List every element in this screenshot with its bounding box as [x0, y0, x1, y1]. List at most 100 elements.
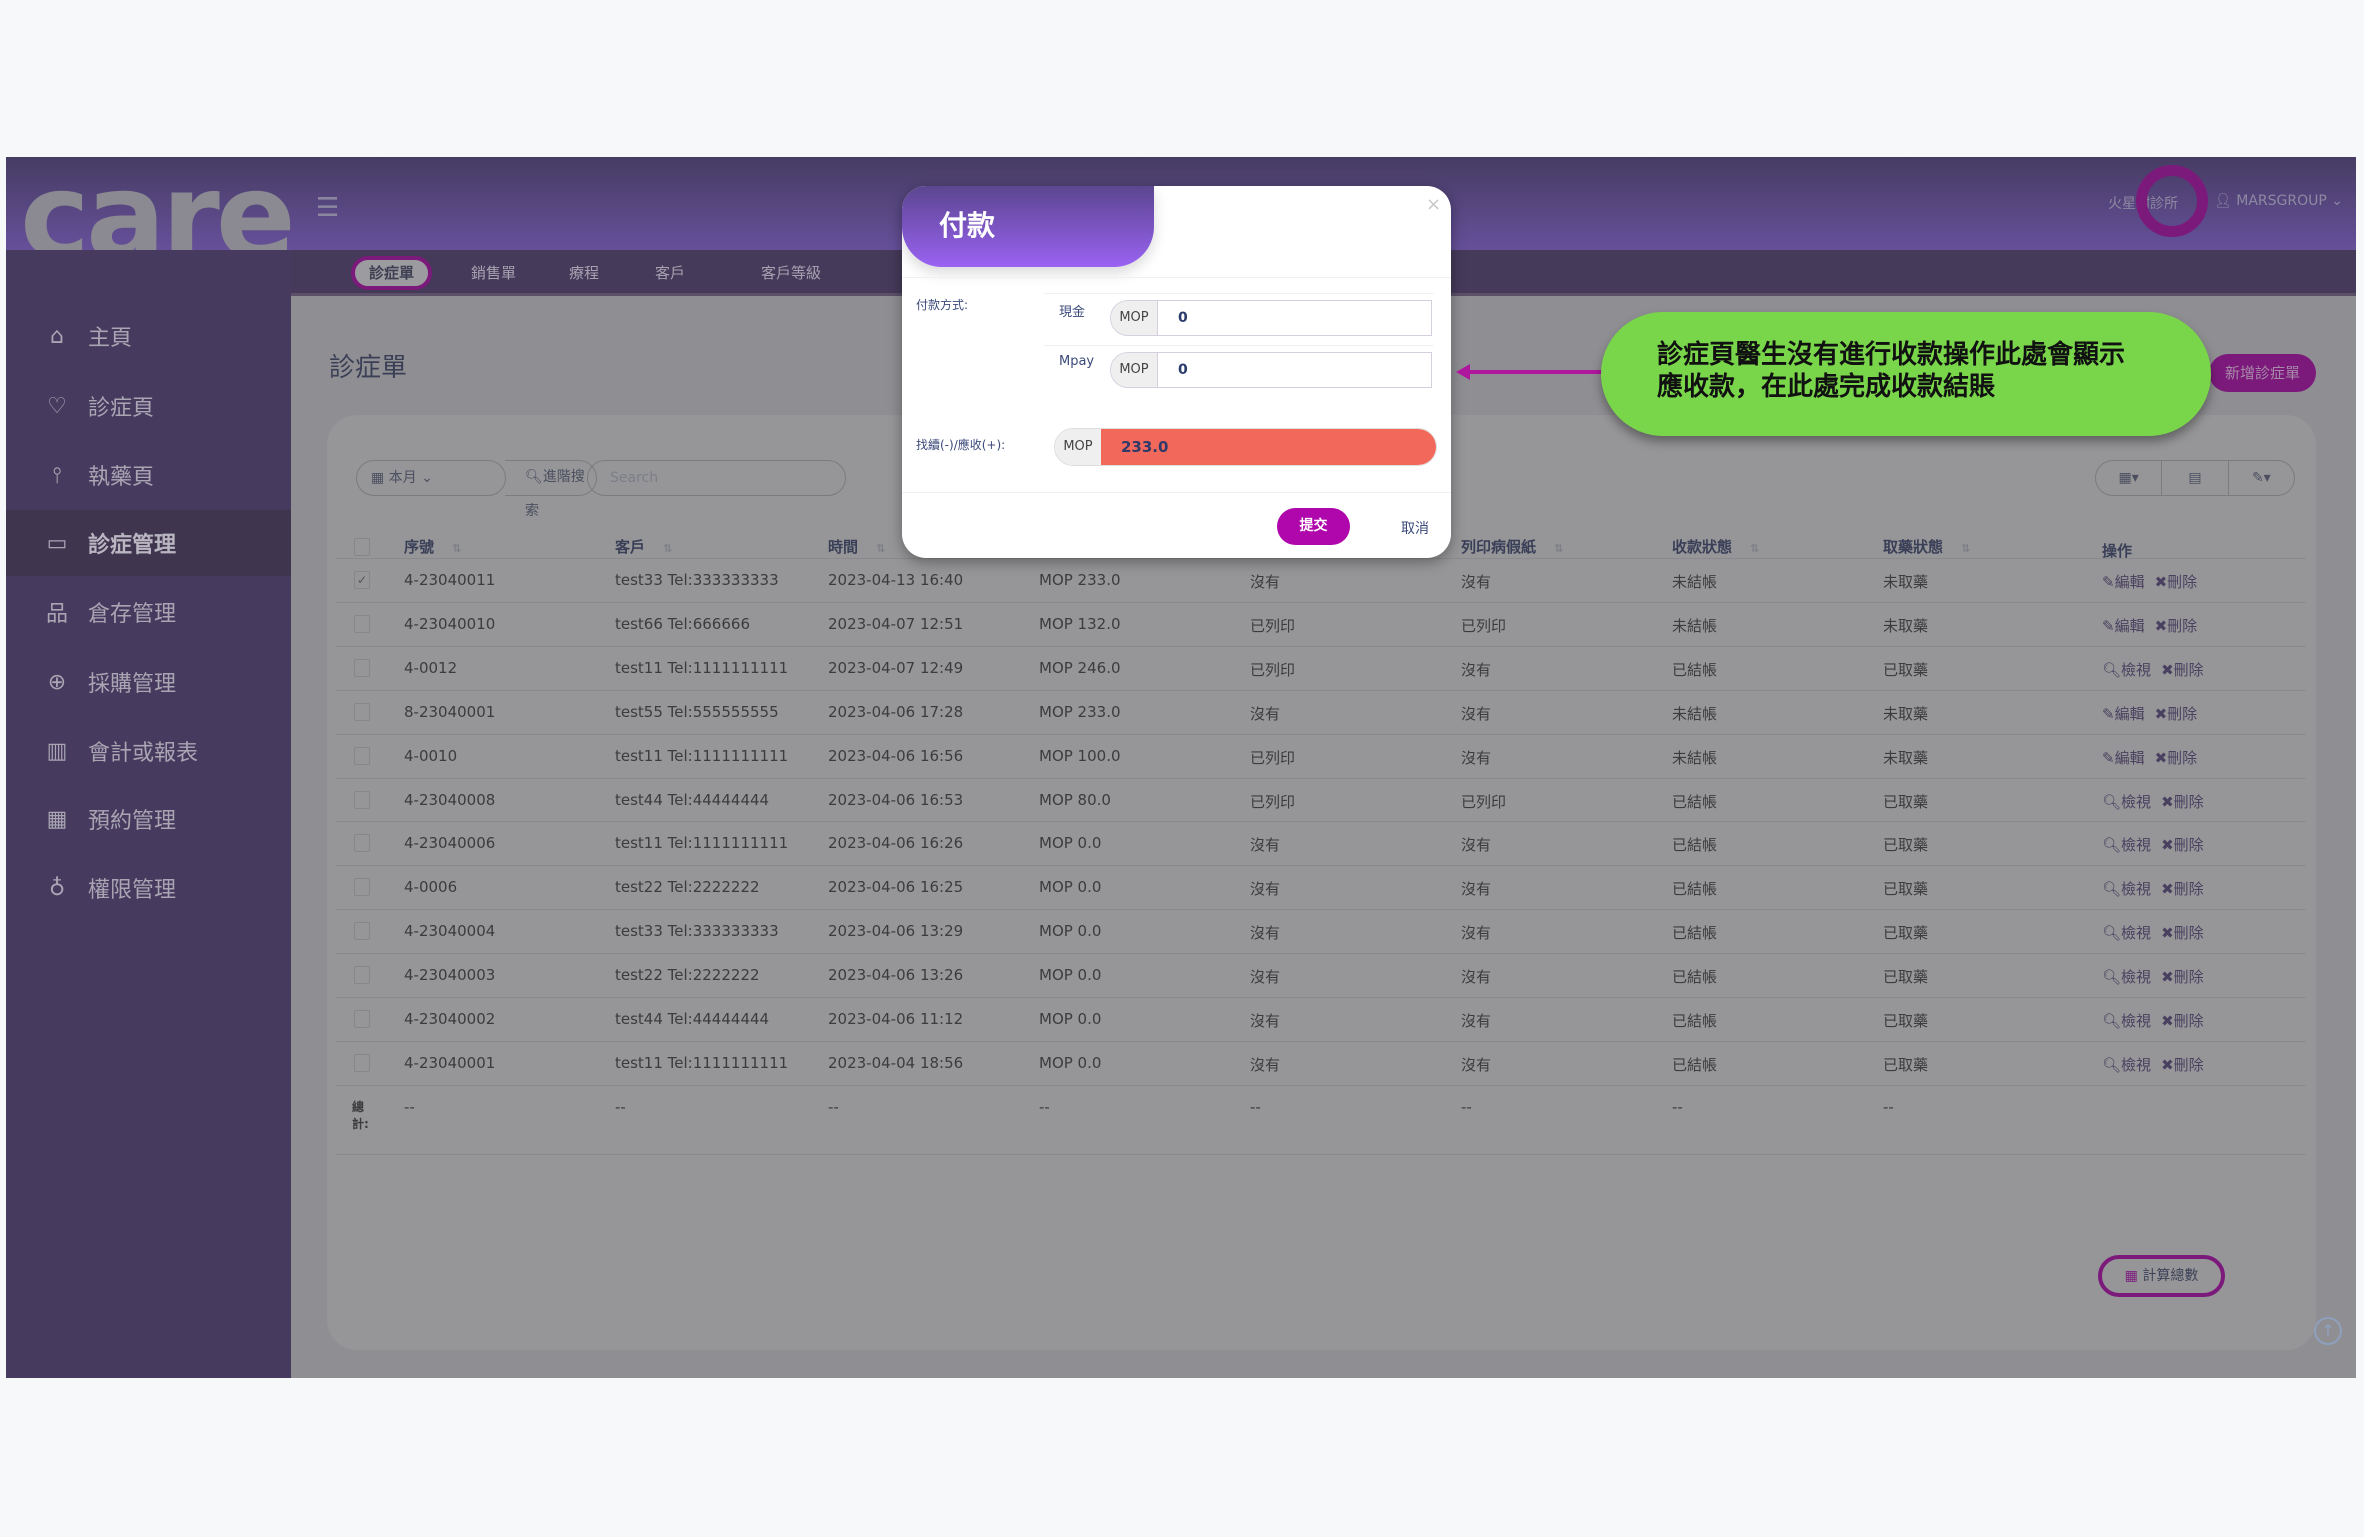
sidebar-item[interactable]: ▦ 預約管理: [6, 786, 291, 852]
edit-button[interactable]: ✎編輯: [2102, 617, 2145, 635]
sidebar-item[interactable]: ⫯ 執藥頁: [6, 442, 291, 508]
row-checkbox[interactable]: [354, 1053, 370, 1072]
sidebar-item[interactable]: ▭ 診症管理: [6, 510, 291, 576]
edit-button[interactable]: ✎編輯: [2102, 705, 2145, 723]
row-checkbox[interactable]: [354, 1010, 370, 1028]
column-header[interactable]: 收款狀態 ⇅: [1672, 536, 1759, 557]
cell-customer: test44 Tel:44444444: [615, 1010, 770, 1028]
select-all-checkbox[interactable]: [354, 538, 370, 556]
view-button[interactable]: 🔍︎檢視: [2102, 836, 2151, 854]
columns-grid-icon[interactable]: ▦▾: [2096, 461, 2163, 495]
sort-icon[interactable]: ⇅: [1961, 542, 1971, 555]
hamburger-menu-icon[interactable]: ☰: [316, 193, 340, 223]
scroll-top-icon[interactable]: ↑: [2314, 1317, 2342, 1345]
tab-item[interactable]: 客戶等級: [761, 264, 822, 282]
table-row: 4-23040003 test22 Tel:2222222 2023-04-06 1…: [336, 953, 2306, 997]
sort-icon[interactable]: ⇅: [1750, 542, 1760, 555]
balance-label: 找續(-)/應收(+):: [916, 438, 1006, 452]
table-row: 4-0010 test11 Tel:1111111111 2023-04-06 16…: [336, 733, 2306, 778]
row-checkbox[interactable]: [354, 878, 370, 897]
sort-icon[interactable]: ⇅: [1554, 542, 1564, 555]
delete-button[interactable]: ✖刪除: [2155, 573, 2198, 591]
delete-button[interactable]: ✖刪除: [2155, 749, 2198, 767]
cell-payment: 未結帳: [1672, 573, 1718, 591]
delete-button[interactable]: ✖刪除: [2161, 793, 2204, 811]
tab-item[interactable]: 銷售單: [471, 264, 517, 282]
row-actions: 🔍︎檢視 ✖刪除: [2102, 966, 2204, 987]
sidebar-item-label: 會計或報表: [88, 741, 199, 766]
cancel-button[interactable]: 取消: [1401, 521, 1429, 537]
delete-button[interactable]: ✖刪除: [2161, 1012, 2204, 1030]
row-checkbox[interactable]: [354, 702, 370, 721]
sort-icon[interactable]: ⇅: [452, 542, 462, 555]
new-record-button[interactable]: 新增診症單: [2209, 354, 2316, 392]
delete-button[interactable]: ✖刪除: [2161, 661, 2204, 679]
export-list-icon[interactable]: ▤: [2162, 461, 2229, 495]
mpay-input[interactable]: MOP 0: [1110, 352, 1432, 388]
sort-icon[interactable]: ⇅: [663, 542, 673, 555]
row-checkbox[interactable]: [354, 790, 370, 809]
sidebar-item[interactable]: 品倉存管理: [6, 579, 291, 645]
cell-customer: test33 Tel:333333333: [615, 571, 779, 589]
delete-button[interactable]: ✖刪除: [2161, 1056, 2204, 1074]
search-input[interactable]: Search: [587, 460, 846, 496]
user-menu[interactable]: 👤︎ MARSGROUP ⌄: [2214, 193, 2343, 209]
period-filter[interactable]: ▦ 本月 ⌄: [356, 460, 506, 496]
cell-id: 4-23040002: [404, 1010, 496, 1028]
cash-input[interactable]: MOP 0: [1110, 300, 1432, 336]
sidebar-item[interactable]: ⊕ 採購管理: [6, 649, 291, 715]
view-button[interactable]: 🔍︎檢視: [2102, 661, 2151, 679]
close-icon[interactable]: ×: [1426, 194, 1442, 215]
pencil-icon[interactable]: ✎▾: [2251, 470, 2271, 486]
sidebar-item[interactable]: ♡ 診症頁: [6, 373, 291, 439]
cell-sick_note: 沒有: [1461, 573, 1492, 591]
delete-button[interactable]: ✖刪除: [2155, 705, 2198, 723]
edit-button[interactable]: ✎編輯: [2102, 573, 2145, 591]
row-checkbox[interactable]: [354, 834, 370, 853]
view-button[interactable]: 🔍︎檢視: [2102, 924, 2151, 942]
sidebar-item[interactable]: ▥ 會計或報表: [6, 718, 291, 784]
edit-button[interactable]: ✎編輯: [2102, 749, 2145, 767]
submit-button[interactable]: 提交: [1277, 508, 1350, 545]
view-button[interactable]: 🔍︎檢視: [2102, 1012, 2151, 1030]
view-button[interactable]: 🔍︎檢視: [2102, 793, 2151, 811]
tab-item[interactable]: 診症單: [351, 256, 433, 290]
column-header[interactable]: 時間 ⇅: [828, 536, 885, 557]
advanced-search-label-wrap[interactable]: 🔍︎進階搜索: [477, 460, 597, 519]
view-button[interactable]: 🔍︎檢視: [2102, 880, 2151, 898]
divider: [902, 277, 1451, 278]
row-checkbox[interactable]: [354, 658, 370, 677]
row-checkbox[interactable]: [354, 966, 370, 985]
row-checkbox[interactable]: ✓: [354, 571, 370, 589]
delete-icon: ✖: [2154, 573, 2168, 591]
mpay-value[interactable]: 0: [1158, 353, 1431, 387]
delete-button[interactable]: ✖刪除: [2155, 617, 2198, 635]
sidebar-item[interactable]: ⌂ 主頁: [6, 303, 291, 369]
column-header[interactable]: 序號 ⇅: [404, 536, 461, 557]
delete-button[interactable]: ✖刪除: [2161, 924, 2204, 942]
column-label: 時間: [828, 538, 859, 556]
cell-id: 4-23040001: [404, 1053, 496, 1072]
row-checkbox[interactable]: [354, 922, 370, 941]
tab-item[interactable]: 客戶: [655, 264, 686, 282]
cell-time: 2023-04-07 12:49: [828, 658, 964, 677]
column-header[interactable]: 列印病假紙 ⇅: [1461, 536, 1563, 557]
delete-icon: ✖: [2161, 1012, 2174, 1030]
total-label: 總計:: [352, 1099, 369, 1131]
sort-icon[interactable]: ⇅: [876, 542, 886, 555]
row-checkbox[interactable]: [354, 746, 370, 765]
view-button[interactable]: 🔍︎檢視: [2102, 968, 2151, 986]
calculate-total-button[interactable]: ▦ 計算總數: [2098, 1255, 2225, 1297]
row-checkbox[interactable]: [354, 614, 370, 633]
total-value: --: [828, 1097, 839, 1116]
delete-button[interactable]: ✖刪除: [2161, 880, 2204, 898]
view-button[interactable]: 🔍︎檢視: [2102, 1056, 2151, 1074]
column-header[interactable]: 取藥狀態 ⇅: [1883, 536, 1970, 557]
delete-button[interactable]: ✖刪除: [2161, 836, 2204, 854]
cash-value[interactable]: 0: [1158, 301, 1431, 335]
sidebar-item[interactable]: ♁ 權限管理: [6, 855, 291, 921]
delete-button[interactable]: ✖刪除: [2161, 968, 2204, 986]
column-header[interactable]: 客戶 ⇅: [615, 536, 672, 557]
tab-item[interactable]: 療程: [569, 264, 600, 282]
column-label: 序號: [404, 538, 435, 556]
